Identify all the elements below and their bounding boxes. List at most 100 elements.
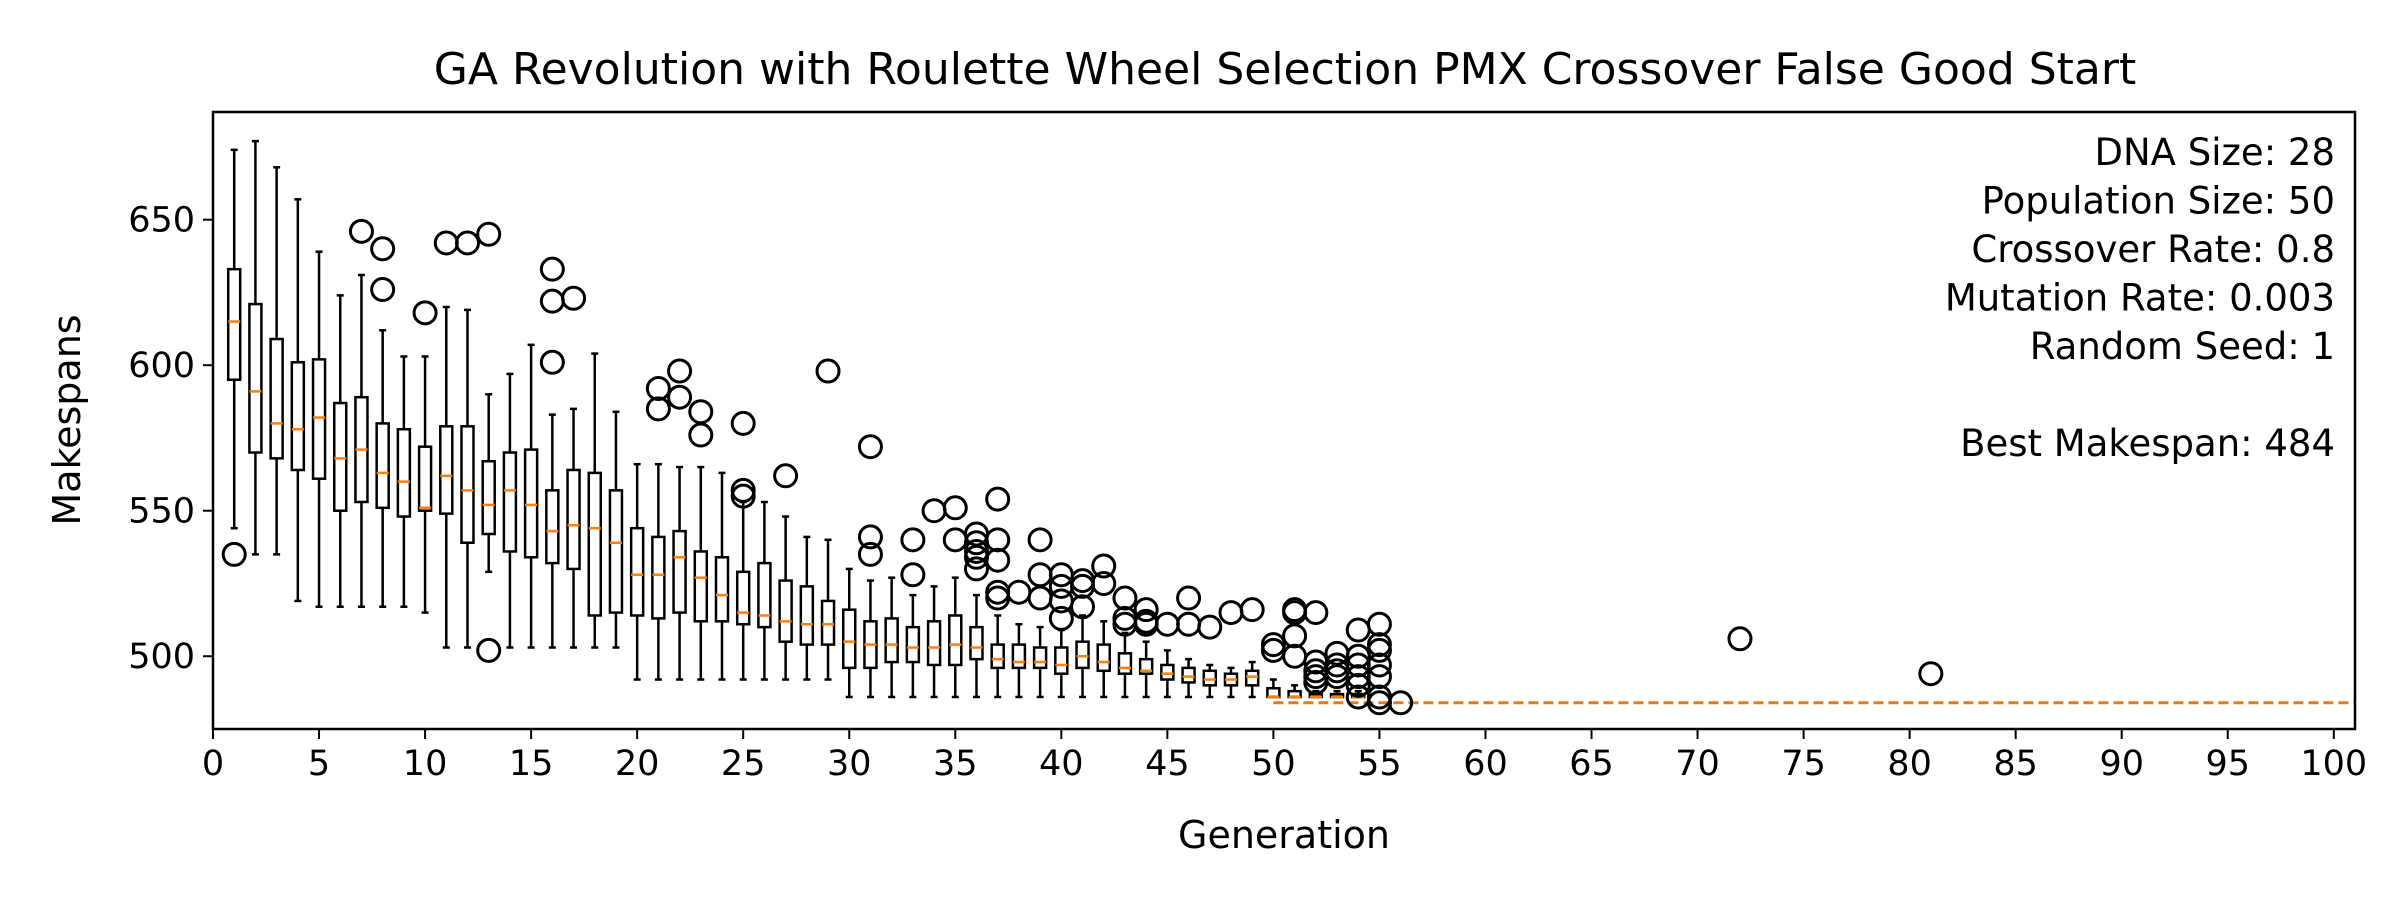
- box-iqr: [1244, 669, 1260, 687]
- outlier-point: [1918, 661, 1944, 687]
- box-iqr: [651, 535, 666, 620]
- outlier-point: [667, 358, 693, 384]
- outlier-point: [1006, 579, 1032, 605]
- box-generation-21: [645, 375, 671, 681]
- box-iqr: [672, 529, 687, 614]
- x-tick-label: 100: [2300, 744, 2367, 784]
- outlier-point: [1282, 643, 1308, 669]
- outlier-point: [730, 483, 756, 509]
- box-generation-41: [1070, 568, 1096, 699]
- box-iqr: [1202, 669, 1218, 687]
- box-generation-7: [348, 218, 374, 609]
- outlier-point: [1176, 611, 1202, 637]
- y-axis: 500 550 600 650: [128, 201, 213, 677]
- box-generation-6: [332, 294, 348, 609]
- outlier-point: [942, 495, 968, 521]
- y-tick-label: 550: [128, 492, 195, 532]
- box-generation-36: [963, 521, 989, 699]
- box-iqr: [948, 614, 963, 667]
- box-iqr: [226, 267, 242, 382]
- x-tick-label: 25: [721, 744, 766, 784]
- outlier-point: [1282, 623, 1308, 649]
- box-iqr: [1138, 657, 1154, 675]
- outlier-point: [1727, 626, 1753, 652]
- box-iqr: [1032, 646, 1048, 670]
- outlier-point: [900, 527, 926, 553]
- box-iqr: [523, 448, 539, 559]
- box-iqr: [969, 625, 984, 661]
- box-iqr: [735, 570, 751, 626]
- box-generation-5: [311, 250, 327, 609]
- outlier-point: [773, 463, 799, 489]
- outlier-point: [1366, 611, 1392, 637]
- chart-title: GA Revolution with Roulette Wheel Select…: [434, 44, 2136, 95]
- annotation-line: Population Size: 50: [1982, 180, 2335, 223]
- outlier-point: [815, 358, 841, 384]
- box-generation-72: [1727, 626, 1753, 652]
- box-generation-2: [248, 139, 263, 556]
- box-generation-9: [396, 355, 412, 609]
- box-iqr: [1011, 643, 1027, 670]
- box-generation-32: [884, 576, 899, 699]
- annotation-line: Mutation Rate: 0.003: [1945, 277, 2335, 320]
- outlier-point: [1048, 605, 1074, 631]
- outlier-point: [539, 288, 565, 314]
- outlier-point: [1091, 553, 1117, 579]
- box-generation-8: [370, 236, 396, 609]
- box-iqr: [608, 489, 624, 614]
- outlier-point: [963, 556, 989, 582]
- box-generation-12: [454, 230, 480, 649]
- y-tick-label: 650: [128, 201, 195, 241]
- box-generation-34: [921, 498, 947, 699]
- outlier-point: [348, 218, 374, 244]
- outlier-point: [985, 527, 1011, 553]
- box-generation-50: [1260, 632, 1286, 699]
- x-tick-label: 45: [1145, 744, 1190, 784]
- box-iqr: [841, 608, 857, 670]
- outlier-point: [645, 375, 671, 401]
- box-generation-23: [688, 399, 714, 681]
- y-tick-label: 600: [128, 346, 195, 386]
- outlier-point: [857, 524, 883, 550]
- box-generation-11: [433, 230, 459, 649]
- box-generation-81: [1918, 661, 1944, 687]
- box-iqr: [269, 337, 284, 460]
- box-iqr: [629, 526, 645, 617]
- outlier-point: [370, 236, 396, 262]
- box-iqr: [926, 620, 942, 667]
- box-generation-49: [1239, 597, 1265, 699]
- box-generation-24: [714, 471, 730, 681]
- outlier-point: [1345, 617, 1371, 643]
- box-generation-19: [608, 410, 624, 649]
- x-tick-label: 50: [1251, 744, 1296, 784]
- box-iqr: [1160, 663, 1175, 681]
- box-generation-27: [773, 463, 799, 681]
- box-generation-46: [1176, 585, 1202, 699]
- outlier-point: [645, 396, 671, 422]
- box-generation-53: [1324, 640, 1350, 699]
- annotation-line: Crossover Rate: 0.8: [1971, 228, 2335, 271]
- box-generation-37: [985, 486, 1011, 699]
- x-tick-label: 40: [1039, 744, 1084, 784]
- box-generation-54: [1345, 617, 1371, 710]
- x-tick-label: 5: [308, 744, 330, 784]
- outlier-point: [730, 410, 756, 436]
- outlier-point: [857, 434, 883, 460]
- outlier-point: [1070, 594, 1096, 620]
- outlier-point: [454, 230, 480, 256]
- x-tick-label: 75: [1781, 744, 1826, 784]
- outlier-point: [1027, 527, 1053, 553]
- box-iqr: [375, 422, 390, 510]
- box-iqr: [396, 427, 412, 518]
- box-generation-52: [1303, 600, 1329, 699]
- box-generation-13: [476, 221, 502, 663]
- box-iqr: [566, 468, 581, 571]
- outlier-point: [476, 221, 502, 247]
- x-tick-label: 90: [2099, 744, 2144, 784]
- box-generation-38: [1006, 579, 1032, 699]
- x-tick-label: 70: [1675, 744, 1720, 784]
- x-tick-label: 60: [1463, 744, 1508, 784]
- box-iqr: [693, 550, 709, 623]
- outlier-point: [412, 300, 438, 326]
